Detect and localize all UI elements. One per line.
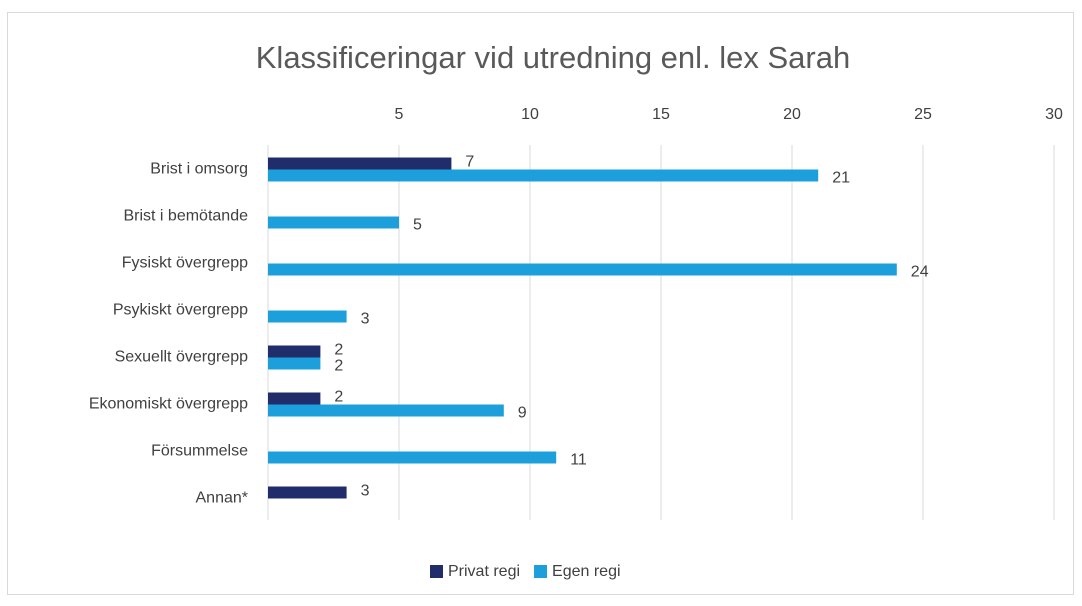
y-tick-label: Brist i bemötande: [123, 208, 248, 225]
bar: [268, 486, 347, 499]
legend-swatch: [430, 565, 443, 578]
y-tick-label: Försummelse: [151, 443, 248, 460]
legend-label: Egen regi: [552, 563, 621, 580]
data-label: 3: [361, 483, 370, 500]
data-label: 21: [832, 170, 850, 187]
bar: [268, 310, 347, 323]
bar: [268, 392, 321, 405]
bar: [268, 169, 819, 182]
chart-border: [7, 12, 1074, 595]
bar: [268, 451, 557, 464]
y-tick-label: Sexuellt övergrepp: [115, 349, 249, 366]
data-label: 24: [911, 264, 929, 281]
bar: [268, 216, 399, 229]
data-label: 2: [334, 358, 343, 375]
x-tick-label: 5: [395, 106, 404, 123]
bar: [268, 157, 452, 170]
bar: [268, 357, 321, 370]
x-tick-label: 20: [783, 106, 801, 123]
y-tick-label: Brist i omsorg: [150, 161, 248, 178]
bar: [268, 345, 321, 358]
chart-title: Klassificeringar vid utredning enl. lex …: [256, 40, 850, 75]
x-tick-label: 25: [914, 106, 932, 123]
y-tick-label: Fysiskt övergrepp: [122, 255, 248, 272]
data-label: 9: [518, 405, 527, 422]
legend-label: Privat regi: [448, 563, 520, 580]
data-label: 5: [413, 217, 422, 234]
y-tick-label: Annan*: [196, 490, 249, 507]
data-label: 3: [361, 311, 370, 328]
data-label: 11: [570, 452, 587, 469]
data-label: 7: [465, 154, 474, 171]
x-tick-label: 10: [521, 106, 539, 123]
x-tick-label: 30: [1045, 106, 1063, 123]
x-tick-label: 15: [652, 106, 670, 123]
data-label: 2: [334, 342, 343, 359]
y-tick-label: Psykiskt övergrepp: [113, 302, 248, 319]
y-tick-label: Ekonomiskt övergrepp: [89, 396, 248, 413]
bar: [268, 263, 897, 276]
legend-swatch: [534, 565, 548, 578]
bar: [268, 404, 504, 417]
data-label: 2: [334, 389, 343, 406]
